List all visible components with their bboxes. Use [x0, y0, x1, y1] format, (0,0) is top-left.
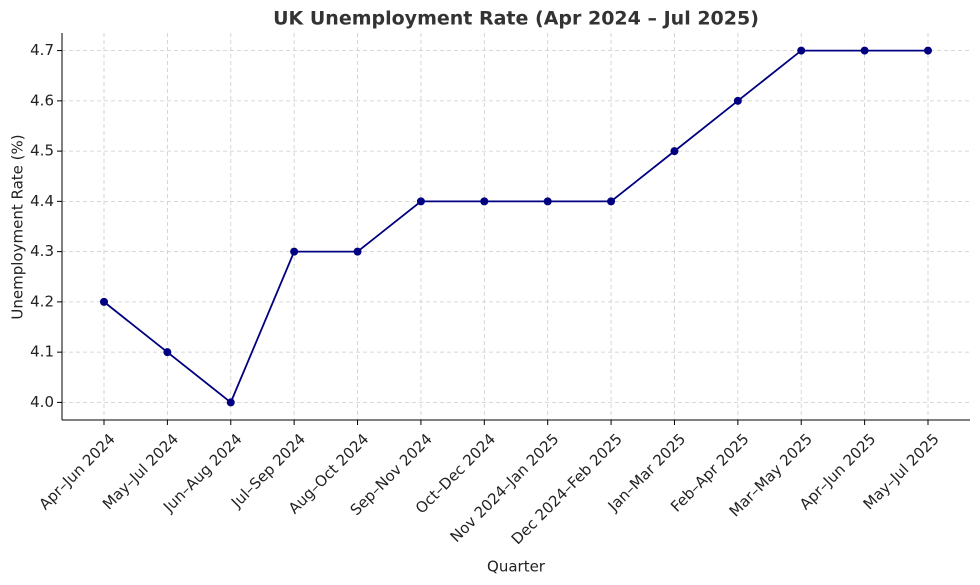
- y-axis-label: Unemployment Rate (%): [9, 134, 27, 319]
- point: [860, 46, 869, 55]
- y-tick-label: 4.3: [30, 242, 54, 260]
- y-tick-label: 4.6: [30, 91, 54, 109]
- point: [163, 348, 172, 357]
- point: [543, 197, 552, 206]
- y-tick-label: 4.4: [30, 192, 54, 210]
- x-axis-label: Quarter: [487, 558, 546, 576]
- y-tick-label: 4.1: [30, 343, 54, 361]
- line: [103, 49, 928, 404]
- point: [416, 197, 425, 206]
- point: [480, 197, 489, 206]
- y-tick-label: 4.0: [30, 393, 54, 411]
- chart-title: UK Unemployment Rate (Apr 2024 – Jul 202…: [273, 8, 759, 30]
- y-tick-label: 4.5: [30, 142, 54, 160]
- x-tick-label: Nov 2024–Jan 2025: [447, 430, 563, 546]
- point: [733, 96, 742, 105]
- point: [670, 147, 679, 156]
- point: [100, 297, 108, 306]
- point: [226, 398, 235, 407]
- point: [353, 247, 362, 256]
- point: [797, 46, 806, 55]
- point: [290, 247, 299, 256]
- x-tick-label: Dec 2024–Feb 2025: [508, 430, 626, 548]
- y-tick-label: 4.2: [30, 292, 54, 310]
- point: [607, 197, 616, 206]
- y-tick-label: 4.7: [30, 41, 54, 59]
- point: [924, 46, 932, 55]
